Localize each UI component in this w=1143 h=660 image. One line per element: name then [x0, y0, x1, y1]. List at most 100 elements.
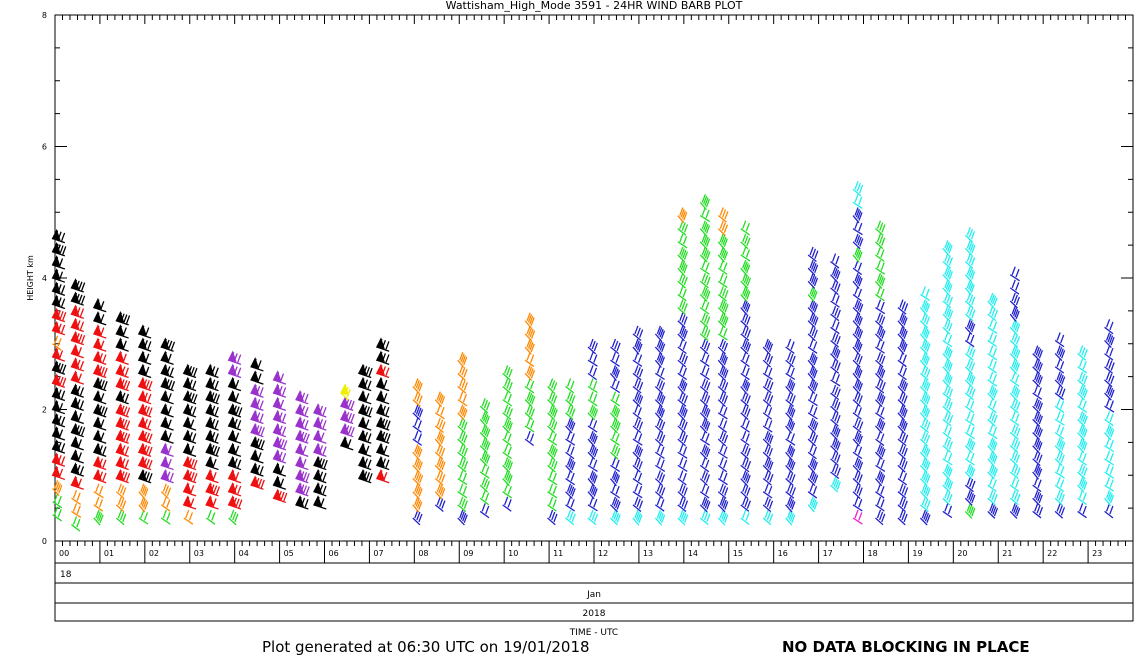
wind-barb [942, 490, 953, 506]
wind-barb [875, 299, 886, 315]
wind-barb [137, 376, 153, 392]
wind-barb [1077, 371, 1088, 388]
wind-barb [987, 292, 998, 309]
hour-tick-label: 03 [194, 549, 204, 558]
wind-barb [699, 365, 710, 381]
wind-barb [919, 338, 931, 355]
wind-barb [699, 233, 711, 250]
wind-barb [964, 319, 976, 335]
wind-barb [1009, 450, 1020, 467]
wind-barb [502, 378, 513, 394]
wind-barb [51, 255, 66, 270]
wind-barb [897, 391, 908, 407]
y-tick-label: 2 [42, 406, 47, 415]
wind-barb [610, 457, 621, 473]
wind-barb [1077, 424, 1088, 441]
wind-barb [852, 496, 863, 512]
wind-barb [785, 351, 796, 368]
wind-barb [70, 449, 84, 464]
wind-barb [830, 266, 841, 283]
wind-barb [51, 412, 66, 428]
wind-barb [874, 273, 886, 289]
wind-barb [699, 470, 711, 486]
wind-barb [717, 220, 729, 237]
wind-barb [434, 496, 446, 512]
wind-barb [654, 325, 666, 342]
wind-barb [1032, 358, 1043, 375]
wind-barb [93, 496, 104, 512]
hour-tick-label: 20 [957, 549, 967, 558]
wind-barb [70, 383, 85, 398]
wind-barb [92, 389, 107, 405]
wind-barb [942, 253, 954, 269]
wind-barb [919, 509, 931, 526]
wind-barb [160, 350, 174, 365]
wind-barb [228, 509, 239, 526]
wind-barb [313, 403, 327, 418]
wind-barb [434, 483, 446, 500]
hour-tick-label: 08 [418, 549, 428, 558]
wind-barb [227, 350, 242, 365]
wind-barb [987, 437, 998, 454]
wind-barb [964, 332, 975, 348]
wind-barb [205, 442, 221, 458]
wind-barb [587, 391, 598, 407]
wind-barb [375, 350, 390, 365]
wind-barb [565, 457, 576, 473]
hour-tick-label: 19 [912, 549, 922, 558]
wind-barb [875, 457, 886, 473]
wind-barb [919, 483, 931, 500]
wind-barb [852, 220, 863, 236]
wind-barb [115, 337, 129, 352]
wind-barb [51, 360, 67, 375]
wind-barb [1104, 476, 1115, 492]
wind-barb [51, 242, 67, 257]
wind-barb [964, 345, 976, 361]
wind-barb [1077, 437, 1088, 454]
wind-barb [677, 325, 688, 342]
wind-barb [70, 304, 85, 319]
wind-barb [807, 286, 818, 303]
wind-barb [182, 468, 198, 484]
wind-barb [610, 483, 620, 499]
wind-barb [524, 430, 535, 447]
wind-barb [565, 470, 575, 486]
wind-barb [677, 457, 688, 472]
wind-barb [1032, 463, 1043, 480]
wind-barb [677, 378, 688, 395]
wind-barb [565, 444, 575, 460]
wind-barb [70, 343, 84, 359]
wind-barb [875, 496, 885, 512]
wind-barb [457, 496, 468, 512]
wind-barb [964, 266, 976, 283]
wind-barb [587, 483, 598, 500]
wind-barb [1032, 424, 1043, 440]
wind-barb [852, 286, 863, 302]
wind-barb [807, 391, 818, 407]
wind-barb [830, 332, 841, 348]
wind-barb [699, 338, 711, 355]
wind-barb [762, 509, 774, 526]
wind-barb [457, 365, 468, 381]
wind-barb [160, 509, 171, 525]
wind-barb [227, 403, 243, 418]
wind-barb [740, 220, 750, 236]
wind-barb [830, 397, 841, 414]
wind-barb [632, 404, 642, 420]
wind-barb [357, 363, 373, 379]
wind-barb [964, 463, 976, 480]
wind-barb [1077, 345, 1088, 361]
wind-barb [375, 455, 390, 471]
wind-barb [964, 279, 975, 296]
wind-barb [52, 506, 63, 522]
wind-barb [942, 397, 953, 414]
wind-barb [412, 417, 422, 433]
wind-barb [942, 384, 954, 401]
wind-barb [115, 442, 129, 458]
wind-barb [919, 299, 931, 316]
wind-barb [632, 378, 644, 394]
wind-barb [70, 370, 84, 385]
wind-barb [919, 351, 930, 368]
wind-barb [457, 457, 469, 473]
wind-barb [137, 429, 153, 444]
